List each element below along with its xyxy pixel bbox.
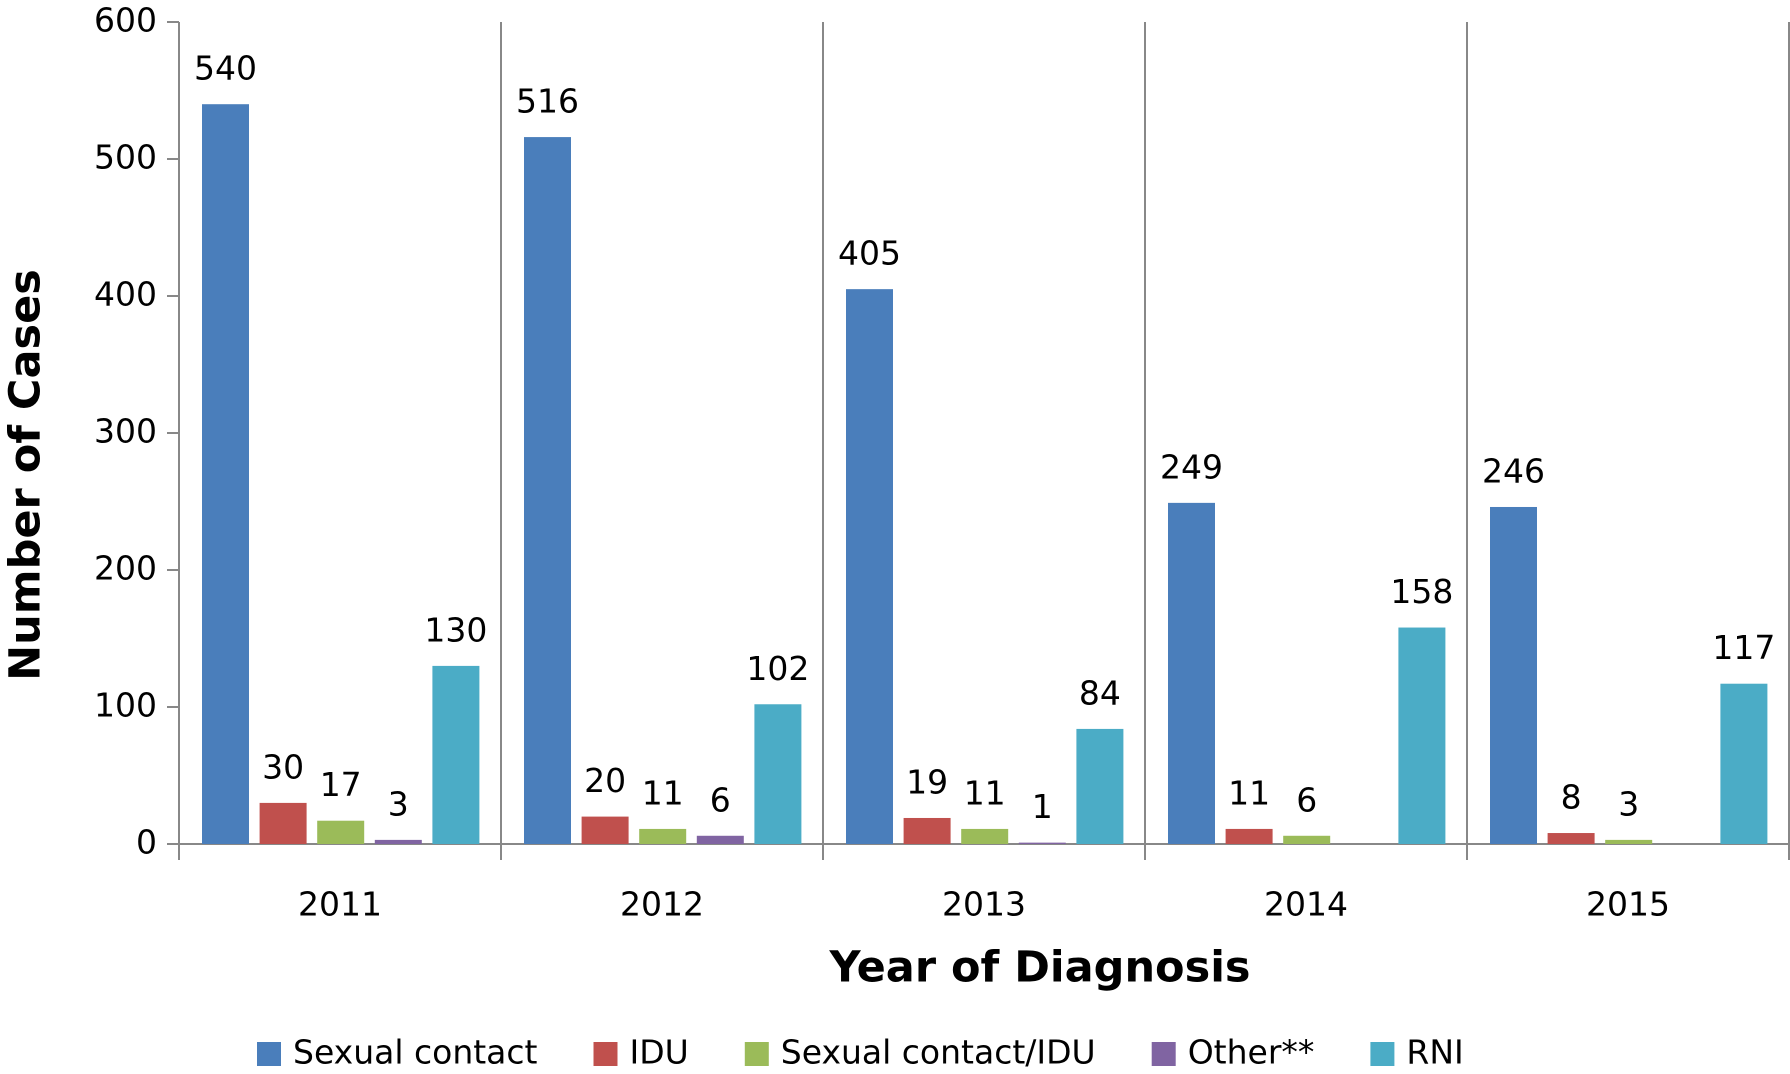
value-label: 516 (516, 82, 579, 121)
x-axis-title: Year of Diagnosis (828, 943, 1250, 993)
value-label: 117 (1712, 628, 1775, 667)
bar (961, 828, 1009, 844)
bar (524, 137, 571, 844)
value-label: 405 (838, 234, 901, 273)
value-label: 11 (1228, 773, 1270, 812)
y-tick-label: 600 (94, 1, 157, 40)
bar (1547, 833, 1595, 844)
bar (1490, 506, 1537, 844)
bar (374, 839, 422, 844)
value-label: 20 (584, 761, 626, 800)
value-label: 1 (1032, 787, 1053, 826)
legend-label: Sexual contact (293, 1033, 538, 1072)
bar (1168, 502, 1215, 844)
legend-swatch (257, 1042, 281, 1066)
y-tick-label: 300 (94, 412, 157, 451)
y-tick-label: 0 (136, 823, 157, 862)
bar (754, 704, 802, 844)
value-label: 6 (1296, 780, 1317, 819)
value-label: 3 (388, 784, 409, 823)
y-tick-label: 200 (94, 549, 157, 588)
value-label: 540 (194, 49, 257, 88)
bar (1018, 842, 1066, 844)
bar (639, 828, 687, 844)
value-label: 102 (746, 649, 809, 688)
legend-swatch (1370, 1042, 1395, 1066)
bar (202, 104, 249, 844)
value-label: 84 (1079, 673, 1121, 712)
value-label: 8 (1561, 778, 1582, 817)
legend-label: RNI (1406, 1033, 1463, 1072)
value-label: 130 (424, 610, 487, 649)
legend-swatch (593, 1042, 618, 1066)
x-tick-label: 2014 (1264, 885, 1348, 924)
x-tick-label: 2015 (1586, 885, 1670, 924)
y-axis-title: Number of Cases (1, 269, 51, 681)
legend-swatch (744, 1042, 769, 1066)
value-label: 3 (1618, 784, 1639, 823)
value-label: 249 (1160, 447, 1223, 486)
x-tick-label: 2013 (942, 885, 1026, 924)
legend-label: Other** (1188, 1033, 1315, 1072)
y-tick-label: 400 (94, 275, 157, 314)
bar (432, 665, 480, 844)
value-label: 246 (1482, 451, 1545, 490)
bar (903, 817, 951, 844)
bar (1283, 835, 1331, 844)
value-label: 11 (642, 773, 684, 812)
y-tick-label: 500 (94, 138, 157, 177)
x-tick-label: 2011 (298, 885, 382, 924)
value-label: 19 (906, 762, 948, 801)
value-label: 158 (1390, 572, 1453, 611)
bar (581, 816, 629, 844)
value-label: 6 (710, 780, 731, 819)
value-label: 30 (262, 747, 304, 786)
bar (259, 802, 307, 844)
legend-swatch (1151, 1042, 1176, 1066)
value-label: 17 (320, 765, 362, 804)
x-tick-label: 2012 (620, 885, 704, 924)
value-label: 11 (964, 773, 1006, 812)
bar (846, 289, 893, 844)
legend-label: IDU (630, 1033, 689, 1072)
bar (1720, 683, 1768, 844)
bar (696, 835, 744, 844)
y-tick-label: 100 (94, 686, 157, 725)
bar (317, 820, 365, 844)
bar (1225, 828, 1273, 844)
bar (1398, 627, 1446, 844)
bar (1076, 728, 1124, 844)
legend-label: Sexual contact/IDU (781, 1033, 1096, 1072)
bar (1605, 839, 1653, 844)
